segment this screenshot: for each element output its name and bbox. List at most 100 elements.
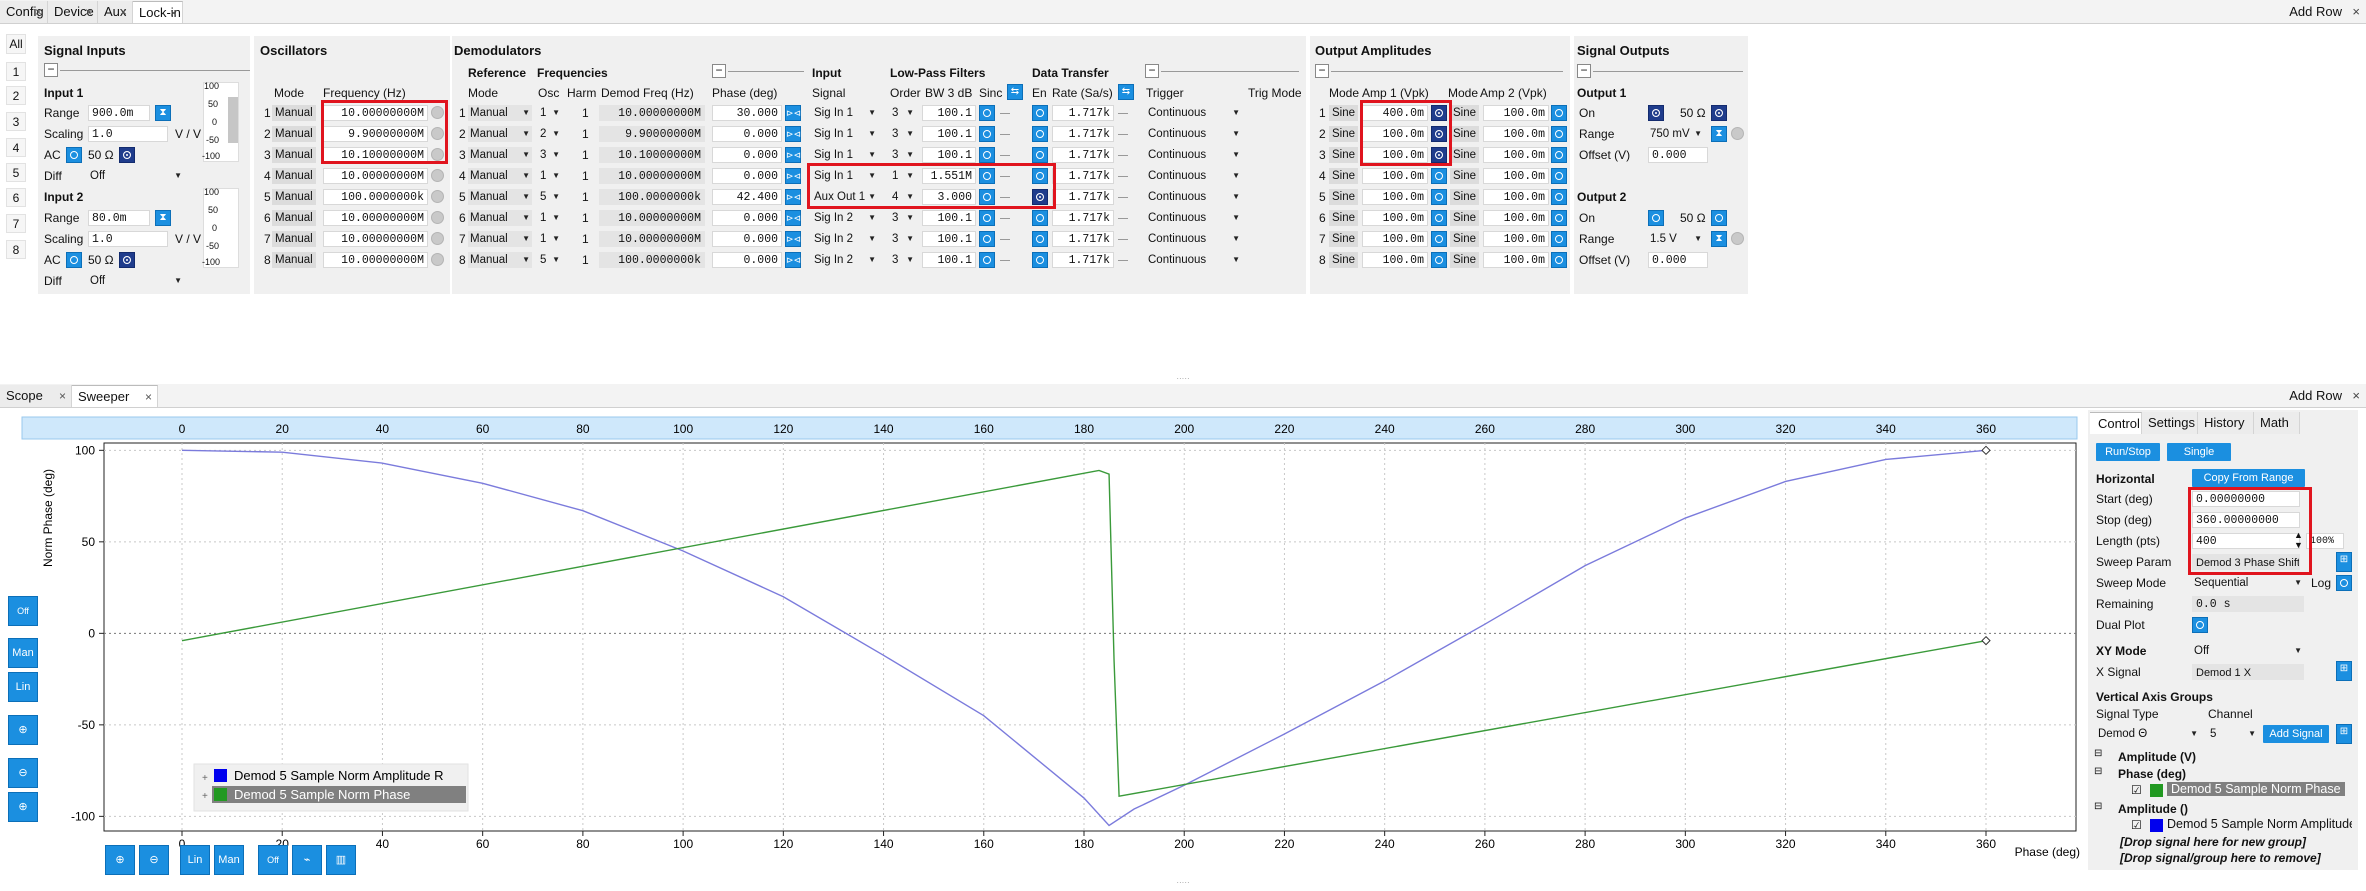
demod-trigger-dropdown[interactable]: Continuous [1146, 231, 1242, 247]
collapse-button[interactable]: − [712, 64, 726, 78]
amp2-mode-field[interactable]: Sine [1450, 231, 1480, 247]
amp1-mode-field[interactable]: Sine [1329, 189, 1359, 205]
input2-diff-dropdown[interactable]: Off [88, 273, 184, 289]
demod-order-dropdown[interactable]: 4 [890, 189, 916, 205]
tree-item-phase[interactable]: Demod 5 Sample Norm Phase [2167, 782, 2345, 796]
add-signal-button[interactable]: Add Signal [2263, 725, 2329, 743]
demod-bw-field[interactable]: 1.551M [922, 168, 976, 184]
amp1-field[interactable]: 100.0m [1362, 126, 1428, 142]
spinner-icon[interactable]: ▲ ▼ [2294, 530, 2303, 550]
tab-device[interactable]: Device × [48, 1, 98, 23]
amp2-field[interactable]: 100.0m [1483, 189, 1549, 205]
phase-zero-icon[interactable]: ⊳⊲ [785, 231, 801, 247]
osc-mode-field[interactable]: Manual [272, 252, 316, 268]
ac-toggle[interactable] [66, 252, 82, 268]
autoscale-off-button[interactable]: Off [258, 845, 288, 875]
amp1-mode-field[interactable]: Sine [1329, 126, 1359, 142]
group-phase[interactable]: Phase (deg) [2118, 767, 2187, 781]
copy-from-range-button[interactable]: Copy From Range [2192, 469, 2305, 487]
cursor-icon[interactable]: ⌁ [292, 845, 322, 875]
splitter-handle[interactable]: ····· [1176, 374, 1190, 383]
vtab-7[interactable]: 7 [6, 214, 26, 233]
demod-order-dropdown[interactable]: 3 [890, 231, 916, 247]
linear-scale-button[interactable]: Lin [8, 672, 38, 702]
tab-scope[interactable]: Scope × [0, 385, 72, 407]
demod-input-dropdown[interactable]: Sig In 1 [812, 126, 878, 142]
osc-frequency-field[interactable]: 100.0000000k [323, 189, 428, 205]
linear-scale-button[interactable]: Lin [180, 845, 210, 875]
run-stop-button[interactable]: Run/Stop [2096, 443, 2160, 461]
amp2-field[interactable]: 100.0m [1483, 210, 1549, 226]
demod-mode-dropdown[interactable]: Manual [468, 231, 532, 247]
vtab-3[interactable]: 3 [6, 112, 26, 131]
sinc-toggle[interactable] [979, 126, 995, 142]
top-axis-bar[interactable] [21, 416, 2078, 440]
input1-range-field[interactable]: 900.0m [88, 105, 150, 121]
checkbox-icon[interactable]: ☑ [2131, 783, 2142, 797]
amp1-mode-field[interactable]: Sine [1329, 147, 1359, 163]
amp2-mode-field[interactable]: Sine [1450, 126, 1480, 142]
demod-phase-field[interactable]: 0.000 [712, 168, 782, 184]
demod-trigger-dropdown[interactable]: Continuous [1146, 189, 1242, 205]
amp1-field[interactable]: 100.0m [1362, 189, 1428, 205]
sinc-toggle[interactable] [979, 105, 995, 121]
signal-type-dropdown[interactable]: Demod Θ [2096, 726, 2200, 742]
input2-range-field[interactable]: 80.0m [88, 210, 150, 226]
demod-input-dropdown[interactable]: Aux Out 1 [812, 189, 878, 205]
autorange-icon[interactable]: ⧗ [1711, 231, 1727, 247]
demod-osc-dropdown[interactable]: 1 [538, 210, 562, 226]
amp1-mode-field[interactable]: Sine [1329, 105, 1359, 121]
demod-order-dropdown[interactable]: 3 [890, 252, 916, 268]
output2-on-toggle[interactable] [1648, 210, 1664, 226]
amp2-field[interactable]: 100.0m [1483, 147, 1549, 163]
demod-trigger-dropdown[interactable]: Continuous [1146, 147, 1242, 163]
amp2-mode-field[interactable]: Sine [1450, 147, 1480, 163]
zoom-out-icon[interactable]: ⊖ [8, 758, 38, 788]
autorange-icon[interactable]: ⧗ [1711, 126, 1727, 142]
amp2-field[interactable]: 100.0m [1483, 105, 1549, 121]
demod-enable-toggle[interactable] [1032, 252, 1048, 268]
osc-frequency-field[interactable]: 10.00000000M [323, 105, 428, 121]
amp1-enable-toggle[interactable] [1431, 252, 1447, 268]
demod-phase-field[interactable]: 0.000 [712, 126, 782, 142]
drop-new-group[interactable]: [Drop signal here for new group] [2120, 835, 2307, 849]
tab-config[interactable]: Config × [0, 1, 48, 23]
sinc-toggle[interactable] [979, 252, 995, 268]
amp1-enable-toggle[interactable] [1431, 189, 1447, 205]
demod-mode-dropdown[interactable]: Manual [468, 210, 532, 226]
demod-bw-field[interactable]: 3.000 [922, 189, 976, 205]
demod-phase-field[interactable]: 0.000 [712, 210, 782, 226]
tab-history[interactable]: History [2198, 412, 2254, 434]
demod-mode-dropdown[interactable]: Manual [468, 252, 532, 268]
demod-trigger-dropdown[interactable]: Continuous [1146, 252, 1242, 268]
osc-frequency-field[interactable]: 10.10000000M [323, 147, 428, 163]
amp2-mode-field[interactable]: Sine [1450, 210, 1480, 226]
demod-mode-dropdown[interactable]: Manual [468, 126, 532, 142]
demod-osc-dropdown[interactable]: 1 [538, 105, 562, 121]
close-icon[interactable]: × [58, 389, 66, 403]
vtab-5[interactable]: 5 [6, 163, 26, 182]
autorange-icon[interactable]: ⧗ [155, 105, 171, 121]
amp1-field[interactable]: 100.0m [1362, 168, 1428, 184]
demod-harm-value[interactable]: 1 [582, 253, 589, 267]
amp2-enable-toggle[interactable] [1551, 231, 1567, 247]
amp1-field[interactable]: 100.0m [1362, 252, 1428, 268]
demod-order-dropdown[interactable]: 3 [890, 147, 916, 163]
osc-frequency-field[interactable]: 10.00000000M [323, 168, 428, 184]
amp2-mode-field[interactable]: Sine [1450, 168, 1480, 184]
collapse-button[interactable]: − [1577, 64, 1591, 78]
x-signal-field[interactable]: Demod 1 X [2192, 664, 2304, 680]
amp1-mode-field[interactable]: Sine [1329, 168, 1359, 184]
demod-trigger-dropdown[interactable]: Continuous [1146, 126, 1242, 142]
demod-osc-dropdown[interactable]: 1 [538, 168, 562, 184]
demod-trigger-dropdown[interactable]: Continuous [1146, 168, 1242, 184]
osc-mode-field[interactable]: Manual [272, 126, 316, 142]
zoom-fit-icon[interactable]: ⊕ [8, 715, 38, 745]
demod-bw-field[interactable]: 100.1 [922, 252, 976, 268]
demod-harm-value[interactable]: 1 [582, 211, 589, 225]
close-icon[interactable]: × [144, 390, 152, 404]
demod-input-dropdown[interactable]: Sig In 2 [812, 252, 878, 268]
demod-harm-value[interactable]: 1 [582, 190, 589, 204]
amp2-field[interactable]: 100.0m [1483, 231, 1549, 247]
amp2-field[interactable]: 100.0m [1483, 168, 1549, 184]
